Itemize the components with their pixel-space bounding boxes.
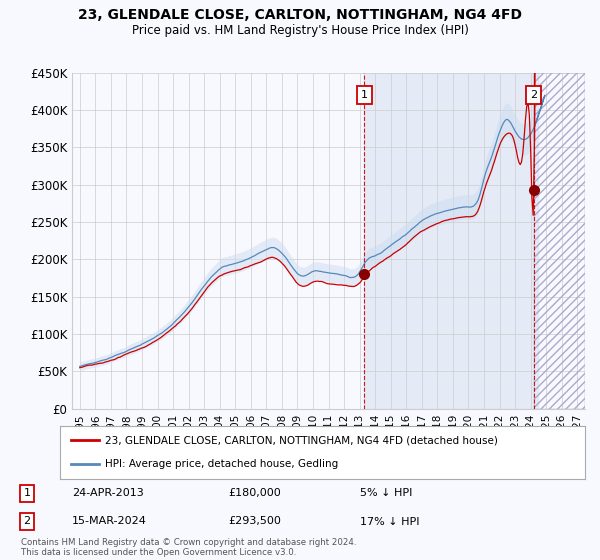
Bar — [534, 73, 585, 409]
Text: HPI: Average price, detached house, Gedling: HPI: Average price, detached house, Gedl… — [104, 459, 338, 469]
Text: 23, GLENDALE CLOSE, CARLTON, NOTTINGHAM, NG4 4FD: 23, GLENDALE CLOSE, CARLTON, NOTTINGHAM,… — [78, 8, 522, 22]
Text: 24-APR-2013: 24-APR-2013 — [72, 488, 144, 498]
Text: 5% ↓ HPI: 5% ↓ HPI — [360, 488, 412, 498]
Bar — [534, 73, 585, 409]
Text: 1: 1 — [361, 90, 368, 100]
Text: £293,500: £293,500 — [228, 516, 281, 526]
Text: 2: 2 — [530, 90, 538, 100]
Text: 17% ↓ HPI: 17% ↓ HPI — [360, 516, 419, 526]
Text: Contains HM Land Registry data © Crown copyright and database right 2024.
This d: Contains HM Land Registry data © Crown c… — [21, 538, 356, 557]
Text: Price paid vs. HM Land Registry's House Price Index (HPI): Price paid vs. HM Land Registry's House … — [131, 24, 469, 36]
Bar — [364, 73, 538, 409]
Text: 1: 1 — [23, 488, 31, 498]
Text: £180,000: £180,000 — [228, 488, 281, 498]
Text: 15-MAR-2024: 15-MAR-2024 — [72, 516, 147, 526]
Text: 2: 2 — [23, 516, 31, 526]
Text: 23, GLENDALE CLOSE, CARLTON, NOTTINGHAM, NG4 4FD (detached house): 23, GLENDALE CLOSE, CARLTON, NOTTINGHAM,… — [104, 436, 497, 446]
